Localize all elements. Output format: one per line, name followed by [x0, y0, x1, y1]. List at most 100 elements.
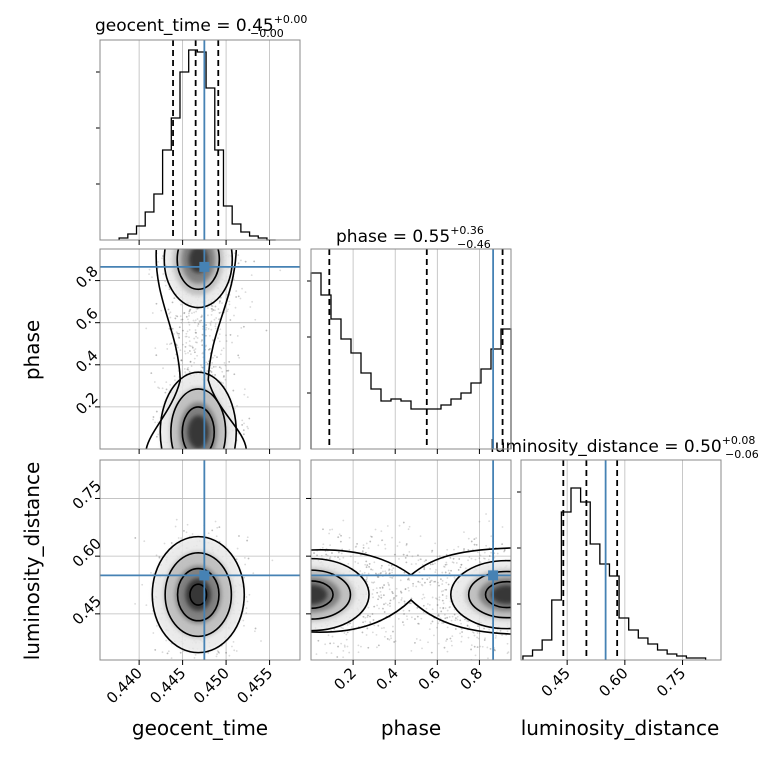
sample-point [185, 665, 187, 667]
sample-point [235, 296, 238, 298]
svg-text:−0.00: −0.00 [250, 27, 284, 40]
sample-point [448, 616, 451, 618]
sample-point [179, 651, 182, 654]
grid-lines [138, 40, 270, 240]
sample-point [398, 524, 401, 527]
sample-point [443, 646, 446, 649]
sample-point [209, 370, 212, 372]
y-axis-label-luminosity-distance: luminosity_distance [20, 462, 44, 661]
sample-point [365, 578, 368, 581]
sample-point [388, 638, 391, 641]
sample-point [365, 634, 368, 636]
sample-point [414, 641, 416, 644]
sample-point [440, 610, 443, 613]
sample-point [459, 566, 462, 569]
sample-point [205, 328, 207, 331]
sample-point [216, 356, 218, 359]
sample-point [405, 544, 408, 547]
sample-point [475, 543, 478, 546]
sample-point [250, 274, 253, 277]
sample-point [473, 645, 476, 648]
sample-point [381, 539, 384, 542]
sample-point [188, 340, 191, 343]
sample-point [237, 432, 240, 435]
sample-point [210, 304, 213, 307]
sample-point [444, 617, 447, 620]
sample-point [407, 586, 410, 589]
sample-point [201, 352, 204, 355]
sample-point [212, 339, 214, 341]
sample-point [205, 334, 207, 337]
sample-point [484, 637, 486, 640]
sample-point [470, 644, 473, 647]
contour-line [311, 557, 370, 632]
sample-point [417, 580, 420, 583]
svg-text:phase = 0.55+0.36: phase = 0.55+0.36 [336, 224, 484, 247]
sample-point [436, 604, 439, 606]
sample-point [152, 416, 155, 418]
sample-point [471, 631, 474, 634]
sample-point [180, 537, 183, 540]
sample-point [423, 566, 426, 569]
sample-point [225, 651, 227, 654]
sample-point [186, 368, 189, 371]
sample-point [359, 554, 362, 556]
sample-point [211, 529, 214, 532]
sample-point [445, 588, 448, 591]
sample-point [212, 356, 214, 359]
sample-point [365, 566, 368, 569]
sample-point [376, 575, 379, 578]
sample-point [196, 325, 199, 327]
sample-point [452, 557, 455, 560]
sample-point [240, 327, 243, 329]
sample-point [403, 600, 406, 603]
sample-point [170, 542, 173, 544]
sample-point [373, 581, 376, 584]
sample-point [391, 571, 394, 574]
sample-point [205, 326, 208, 329]
sample-point [494, 649, 496, 652]
sample-point [196, 337, 199, 339]
x-tick-label-geocent_time: 0.440 [103, 664, 146, 707]
sample-point [499, 629, 502, 632]
sample-point [383, 584, 385, 586]
sample-point [166, 348, 169, 350]
sample-point [397, 618, 400, 620]
sample-point [211, 308, 214, 311]
sample-point [376, 604, 379, 607]
sample-point [414, 618, 416, 620]
sample-point [247, 427, 249, 430]
sample-point [195, 674, 197, 676]
sample-point [408, 550, 411, 553]
sample-point [388, 602, 391, 605]
sample-point [173, 297, 176, 300]
sample-point [188, 329, 191, 331]
sample-point [189, 345, 192, 348]
sample-point [150, 372, 153, 375]
sample-point [218, 302, 221, 304]
sample-point [213, 665, 215, 667]
sample-point [222, 376, 225, 379]
sample-point [183, 368, 186, 370]
sample-point [436, 559, 439, 562]
sample-point [243, 624, 245, 627]
sample-point [325, 553, 328, 556]
sample-point [208, 334, 211, 337]
sample-point [201, 333, 204, 336]
sample-point [153, 381, 156, 383]
sample-point [468, 626, 471, 629]
sample-point [506, 630, 509, 633]
sample-point [383, 603, 385, 606]
sample-point [506, 642, 509, 645]
sample-point [380, 596, 383, 599]
sample-point [466, 624, 469, 627]
sample-point [371, 593, 374, 595]
sample-point [373, 561, 376, 564]
sample-point [176, 315, 179, 318]
sample-point [440, 578, 442, 581]
sample-point [423, 568, 426, 571]
sample-point [209, 347, 211, 350]
sample-point [393, 553, 396, 556]
sample-point [355, 545, 358, 548]
sample-point [363, 571, 366, 574]
